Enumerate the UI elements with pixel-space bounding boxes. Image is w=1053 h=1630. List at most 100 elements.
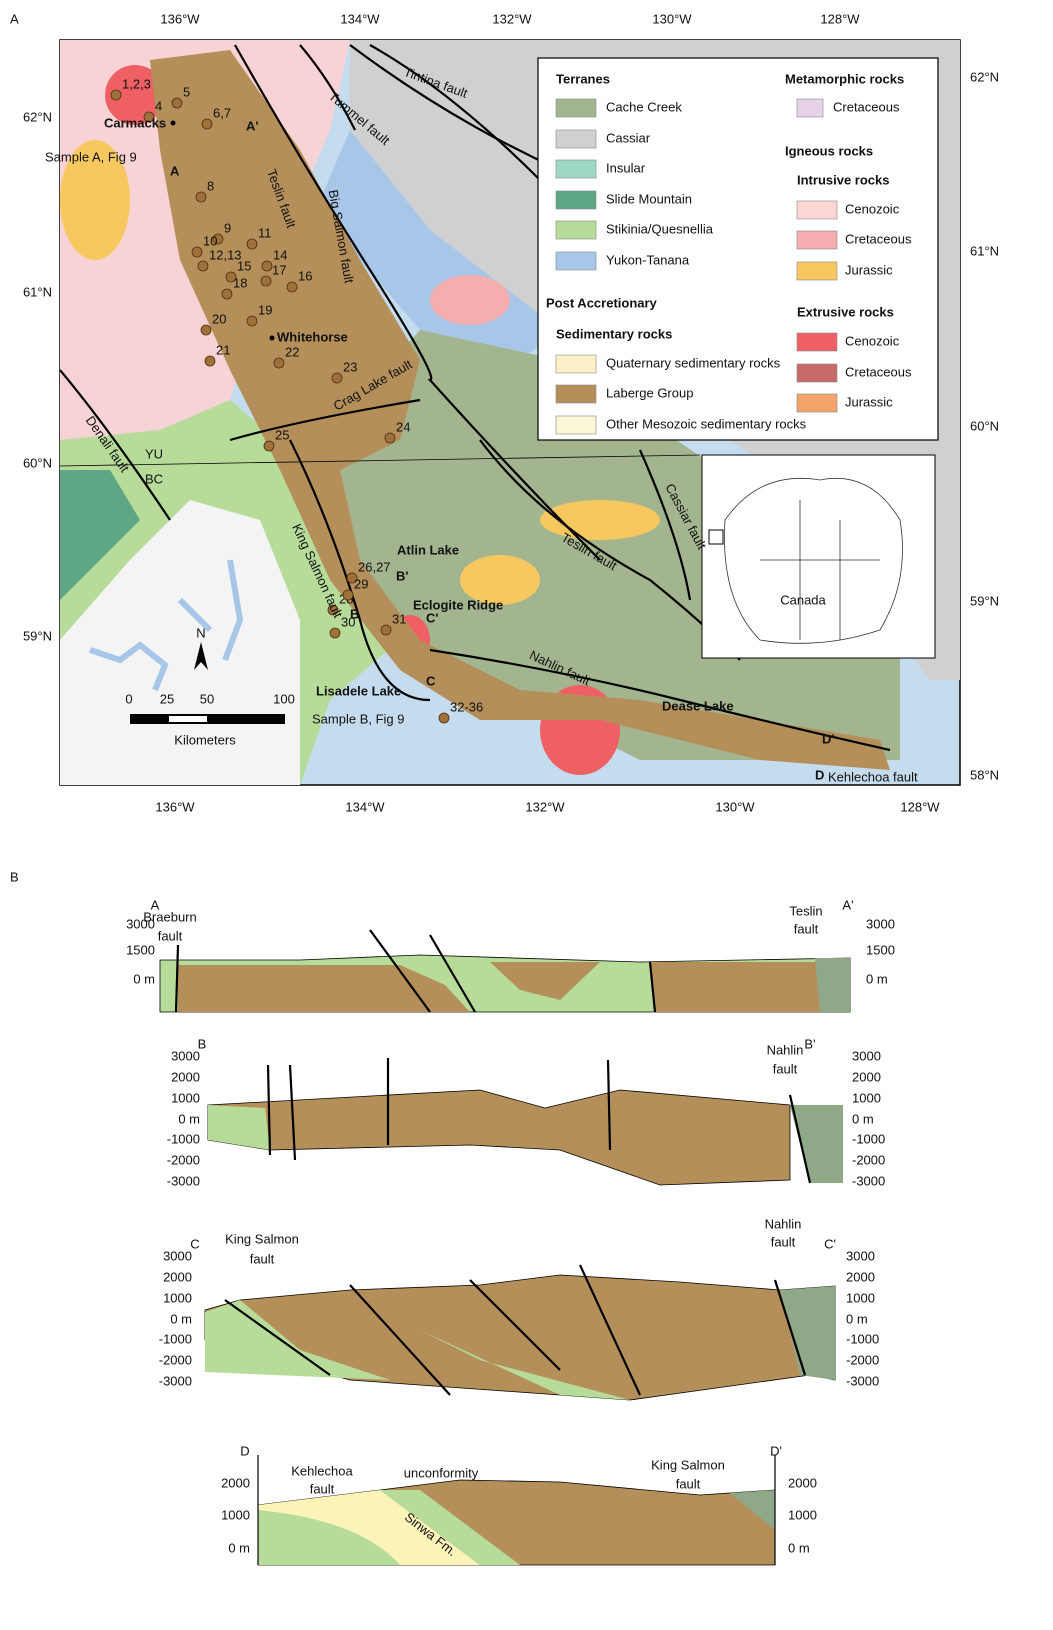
elevation-tick: 1000 [852, 1090, 881, 1105]
section-end-label: C [190, 1236, 199, 1251]
legend-heading: Metamorphic rocks [785, 71, 904, 86]
fault-label: fault [310, 1481, 335, 1496]
sample-site [342, 589, 354, 601]
sample-label: 12,13 [209, 247, 242, 262]
section-note: unconformity [404, 1465, 479, 1480]
scale-label: 50 [200, 691, 214, 706]
cache-creek-unit [815, 958, 850, 1012]
fault-label: King Salmon [225, 1231, 299, 1246]
legend-swatch [555, 354, 597, 374]
elevation-tick: 0 m [170, 1311, 192, 1326]
alaska-area [60, 500, 300, 785]
sample-site [327, 604, 339, 616]
pluton [460, 555, 540, 605]
sample-label: 20 [212, 311, 226, 326]
sample-site [201, 118, 213, 130]
inset-box [701, 454, 936, 659]
border-label: YU [145, 446, 163, 461]
sample-label: 21 [216, 342, 230, 357]
legend-item: Insular [606, 160, 646, 175]
sample-label: 23 [343, 359, 357, 374]
border-label: BC [145, 471, 163, 486]
elevation-tick: 0 m [852, 1111, 874, 1126]
sample-site [438, 712, 450, 724]
sample-site [171, 97, 183, 109]
pluton [60, 140, 130, 260]
sample-label: 30 [341, 614, 355, 629]
legend-swatch [796, 363, 838, 383]
sample-label: 14 [273, 247, 287, 262]
sample-site [110, 89, 122, 101]
elevation-tick: -1000 [167, 1131, 200, 1146]
sample-site [195, 191, 207, 203]
longitude-label: 136°W [160, 11, 200, 26]
sample-label: 26,27 [358, 559, 391, 574]
legend-swatch [555, 190, 597, 210]
elevation-tick: 0 m [178, 1111, 200, 1126]
elevation-tick: 3000 [171, 1048, 200, 1063]
elevation-tick: -3000 [846, 1373, 879, 1388]
section-fault [174, 929, 657, 1013]
elevation-tick: -2000 [159, 1352, 192, 1367]
cache-creek-unit [790, 1105, 843, 1183]
legend-item: Cache Creek [606, 99, 682, 114]
elevation-tick: -3000 [159, 1373, 192, 1388]
fault-line [638, 449, 692, 601]
place-label: Atlin Lake [397, 542, 459, 557]
fault-label: fault [158, 928, 183, 943]
sample-label: 25 [275, 427, 289, 442]
elevation-tick: 1000 [163, 1290, 192, 1305]
fault-line [289, 439, 431, 702]
legend-item: Other Mesozoic sedimentary rocks [606, 416, 807, 431]
map-body [59, 39, 961, 786]
sample-label: 8 [207, 178, 214, 193]
latitude-label: 60°N [970, 418, 999, 433]
scale-label: 25 [160, 691, 174, 706]
elevation-tick: 1000 [846, 1290, 875, 1305]
panel-label: B [10, 869, 19, 884]
legend-item: Cenozoic [845, 201, 900, 216]
legend-heading: Intrusive rocks [797, 172, 890, 187]
longitude-label: 130°W [652, 11, 692, 26]
section-end-label: C [426, 673, 436, 688]
elevation-tick: -2000 [852, 1152, 885, 1167]
legend-item: Stikinia/Quesnellia [606, 221, 714, 236]
sinwa-unit [380, 1490, 520, 1565]
section-edge [257, 1455, 776, 1565]
legend-item: Slide Mountain [606, 191, 692, 206]
north-arrow [194, 642, 208, 670]
section-fault [224, 1264, 807, 1396]
sample-site [286, 281, 298, 293]
inset-canada-outline [724, 477, 903, 644]
scale-bar [130, 714, 285, 724]
cross-sections [159, 929, 851, 1566]
fault-label: Nahlin [765, 1216, 802, 1231]
sample-site [263, 440, 275, 452]
sample-label: 4 [155, 98, 162, 113]
sample-site [331, 372, 343, 384]
sample-site [191, 246, 203, 258]
fault-line [429, 648, 891, 752]
legend-item: Cretaceous [845, 364, 912, 379]
section-end-label: D' [822, 731, 834, 746]
sample-label: 6,7 [213, 105, 231, 120]
legend-item: Cassiar [606, 130, 651, 145]
legend-swatch [796, 332, 838, 352]
sample-label: 1,2,3 [122, 76, 151, 91]
fault-line [234, 44, 601, 561]
sample-label: 18 [233, 275, 247, 290]
scale-bar [169, 716, 207, 722]
place-label: Eclogite Ridge [413, 597, 503, 612]
legend-swatch [555, 384, 597, 404]
section-end-label: C' [824, 1236, 836, 1251]
sample-site [225, 271, 237, 283]
legend-item: Laberge Group [606, 385, 693, 400]
sample-note: Sample B, Fig 9 [312, 711, 405, 726]
legend-swatch [796, 98, 824, 118]
fault-label: fault [771, 1234, 796, 1249]
fault-line [299, 44, 356, 131]
sample-site [329, 627, 341, 639]
cache-creek-unit [730, 1490, 775, 1530]
latitude-label: 58°N [970, 767, 999, 782]
fault-line [59, 369, 171, 521]
